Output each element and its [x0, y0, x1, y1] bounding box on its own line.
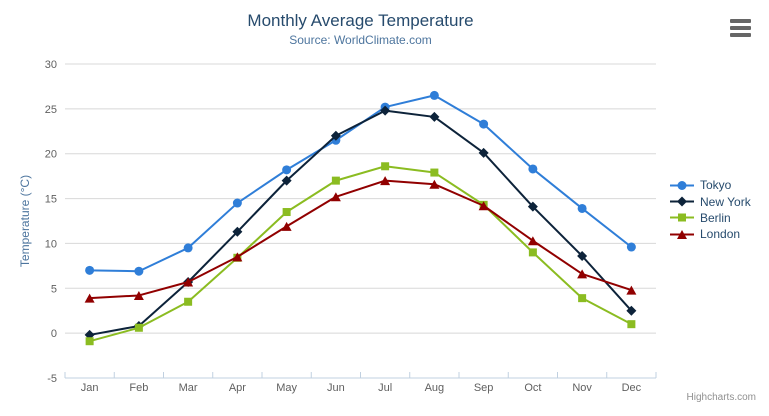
data-point-marker[interactable]: [577, 203, 587, 213]
data-point-marker[interactable]: [330, 192, 341, 202]
data-point-marker[interactable]: [134, 266, 144, 276]
x-axis-label: Jul: [378, 382, 392, 394]
new-york-series-marker-icon: [670, 196, 694, 207]
legend-item-new-york[interactable]: New York: [669, 193, 751, 209]
legend-label: New York: [700, 194, 751, 209]
data-point-marker[interactable]: [577, 250, 588, 261]
x-axis-label: Oct: [524, 382, 541, 394]
menu-bar: [730, 33, 751, 37]
hamburger-menu-icon[interactable]: [730, 19, 751, 37]
data-point-marker[interactable]: [380, 105, 391, 116]
series-line-tokyo: [88, 94, 633, 273]
data-point-marker: [677, 196, 687, 207]
x-axis-label: Jan: [81, 382, 99, 394]
data-point-marker[interactable]: [232, 252, 243, 262]
data-point-marker[interactable]: [281, 221, 292, 231]
data-point-marker[interactable]: [232, 198, 242, 208]
series-line-new-york: [88, 109, 633, 336]
legend-item-berlin[interactable]: Berlin: [669, 210, 751, 226]
data-point-marker: [678, 213, 686, 222]
x-axis-label: May: [276, 382, 297, 394]
data-point-marker[interactable]: [577, 269, 588, 279]
legend: Tokyo New York Berlin London: [669, 177, 751, 243]
x-axis-label: Dec: [622, 382, 642, 394]
data-point-marker[interactable]: [183, 277, 194, 287]
y-axis-label: 20: [45, 149, 57, 161]
x-axis-label: Nov: [572, 382, 592, 394]
y-axis-label: 25: [45, 104, 57, 116]
data-point-marker[interactable]: [479, 119, 489, 129]
london-series-marker-icon: [670, 229, 694, 239]
data-point-marker[interactable]: [478, 201, 489, 211]
legend-label: Tokyo: [700, 178, 732, 193]
highcharts-credit-link[interactable]: Highcharts.com: [686, 392, 756, 403]
data-point-marker[interactable]: [85, 265, 95, 275]
data-point-marker[interactable]: [85, 337, 94, 346]
y-axis-label: 10: [45, 238, 57, 250]
legend-label: London: [700, 227, 741, 242]
legend-label: Berlin: [700, 210, 731, 225]
legend-item-london[interactable]: London: [669, 226, 751, 242]
y-axis-label: -5: [47, 373, 57, 385]
menu-bar: [730, 19, 751, 23]
data-point-marker[interactable]: [627, 320, 636, 329]
data-point-marker[interactable]: [134, 323, 143, 332]
data-point-marker[interactable]: [527, 201, 538, 212]
x-axis-label: Jun: [327, 382, 345, 394]
data-point-marker[interactable]: [183, 243, 193, 253]
menu-bar: [730, 26, 751, 30]
data-point-marker[interactable]: [626, 285, 637, 295]
y-axis-label: 15: [45, 194, 57, 206]
data-point-marker[interactable]: [84, 293, 95, 303]
x-axis-label: Feb: [129, 382, 148, 394]
data-point-marker[interactable]: [626, 242, 636, 252]
x-axis-label: Apr: [229, 382, 246, 394]
chart-subtitle: Source: WorldClimate.com: [289, 33, 432, 47]
data-point-marker[interactable]: [478, 147, 489, 158]
data-point-marker[interactable]: [626, 305, 637, 316]
x-axis-label: Mar: [179, 382, 198, 394]
data-point-marker[interactable]: [381, 162, 390, 171]
data-point-marker[interactable]: [528, 164, 538, 174]
series-line-berlin: [88, 165, 633, 343]
series-line-london: [88, 179, 633, 300]
data-point-marker[interactable]: [281, 175, 292, 186]
data-point-marker[interactable]: [578, 294, 587, 303]
data-point-marker[interactable]: [430, 168, 439, 177]
data-point-marker[interactable]: [380, 176, 391, 186]
data-point-marker[interactable]: [184, 297, 193, 306]
data-point-marker[interactable]: [232, 226, 243, 237]
legend-item-tokyo[interactable]: Tokyo: [669, 177, 751, 193]
data-point-marker[interactable]: [330, 130, 341, 141]
data-point-marker[interactable]: [527, 236, 538, 246]
data-point-marker[interactable]: [282, 165, 292, 175]
data-point-marker: [677, 180, 687, 190]
y-axis-label: 0: [51, 328, 57, 340]
x-axis-label: Aug: [425, 382, 445, 394]
berlin-series-marker-icon: [670, 213, 694, 222]
chart-title: Monthly Average Temperature: [247, 11, 474, 30]
data-point-marker: [677, 229, 687, 239]
y-axis-label: 30: [45, 59, 57, 71]
data-point-marker[interactable]: [429, 179, 440, 189]
data-point-marker[interactable]: [429, 111, 440, 122]
tokyo-series-marker-icon: [670, 180, 694, 190]
data-point-marker[interactable]: [331, 176, 340, 185]
data-point-marker[interactable]: [429, 90, 439, 100]
data-point-marker[interactable]: [528, 248, 537, 257]
x-axis-label: Sep: [474, 382, 494, 394]
y-axis-label: 5: [51, 283, 57, 295]
data-point-marker[interactable]: [133, 290, 144, 300]
data-point-marker[interactable]: [282, 208, 291, 217]
